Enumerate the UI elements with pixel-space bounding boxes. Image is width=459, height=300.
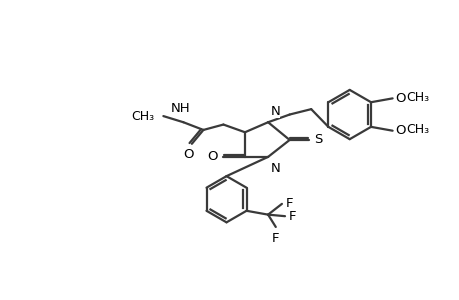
Text: F: F <box>288 210 296 223</box>
Text: NH: NH <box>170 101 190 115</box>
Text: O: O <box>395 124 405 137</box>
Text: S: S <box>313 134 322 146</box>
Text: CH₃: CH₃ <box>131 110 154 123</box>
Text: CH₃: CH₃ <box>406 123 429 136</box>
Text: F: F <box>285 197 293 210</box>
Text: F: F <box>271 232 279 244</box>
Text: O: O <box>395 92 405 105</box>
Text: N: N <box>270 105 280 118</box>
Text: CH₃: CH₃ <box>406 91 429 104</box>
Text: N: N <box>270 161 280 175</box>
Text: O: O <box>183 148 194 161</box>
Text: O: O <box>207 150 218 164</box>
